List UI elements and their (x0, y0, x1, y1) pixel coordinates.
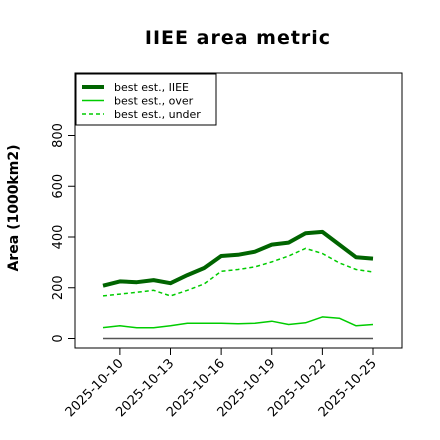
legend-label-1: best est., over (114, 95, 194, 108)
y-tick-label-400: 400 (51, 225, 66, 250)
y-tick-label-0: 0 (51, 334, 66, 342)
plot-frame (74, 72, 403, 349)
legend-label-0: best est., IIEE (114, 81, 189, 94)
x-axis: 2025-10-102025-10-132025-10-162025-10-19… (63, 348, 380, 420)
y-tick-label-200: 200 (51, 275, 66, 300)
y-axis: 0 200 400 600 800 (51, 123, 75, 343)
series-line-best-est-over (102, 316, 374, 329)
y-axis-label: Area (1000km2) (6, 145, 22, 272)
series-line-best-est-iiee (102, 229, 374, 288)
series-layer (102, 229, 374, 340)
chart-title: IIEE area metric (145, 27, 331, 49)
series-line-best-est-under (102, 247, 374, 297)
y-tick-label-600: 600 (51, 174, 66, 199)
y-tick-label-800: 800 (51, 123, 66, 148)
legend-label-2: best est., under (114, 108, 201, 121)
legend-box (75, 73, 217, 126)
